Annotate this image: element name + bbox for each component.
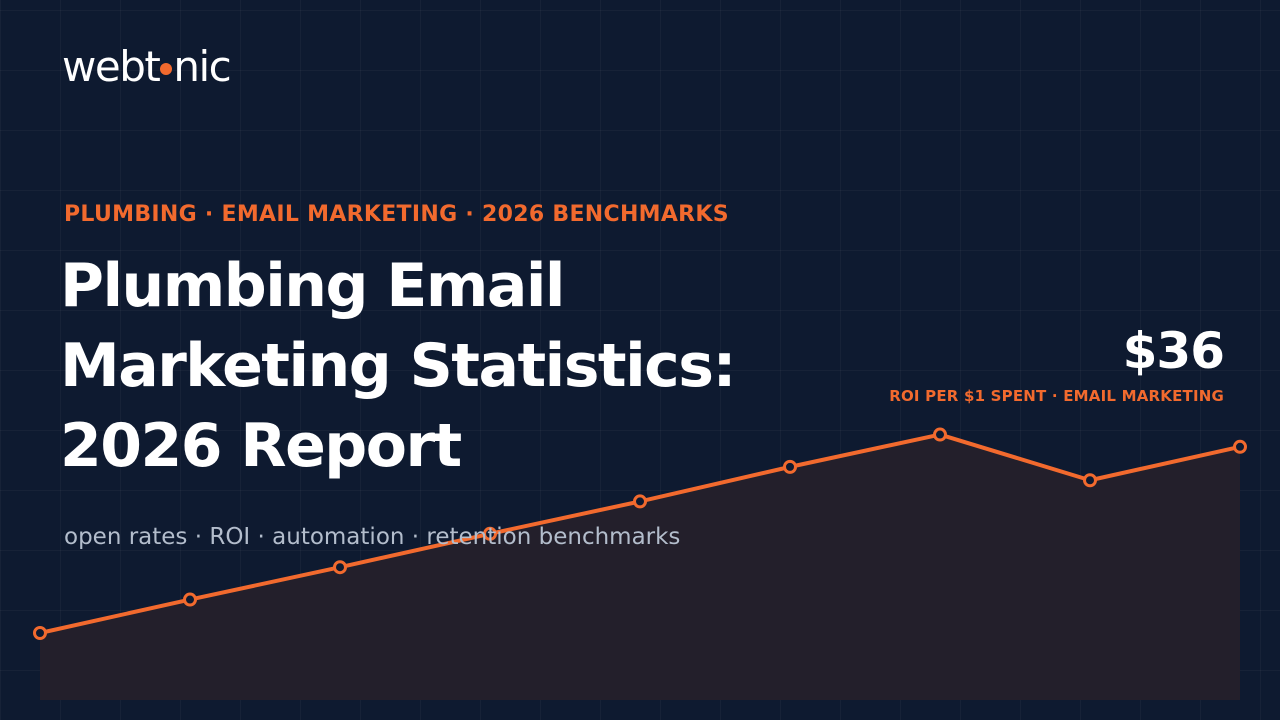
topics-subtitle: open rates · ROI · automation · retentio… bbox=[64, 524, 681, 550]
trend-point bbox=[33, 626, 47, 640]
roi-stat-label: ROI PER $1 SPENT · EMAIL MARKETING bbox=[889, 387, 1224, 405]
trend-area bbox=[40, 434, 1240, 700]
trend-point bbox=[483, 526, 497, 541]
trend-point bbox=[183, 592, 197, 607]
trend-point bbox=[783, 459, 797, 474]
trend-point bbox=[933, 427, 947, 442]
logo-text-start: webt bbox=[62, 42, 161, 91]
trend-point bbox=[1233, 439, 1247, 454]
logo-dot-icon bbox=[160, 63, 173, 75]
trend-point bbox=[333, 560, 347, 575]
title-line: Marketing Statistics: bbox=[60, 331, 736, 401]
title-line: 2026 Report bbox=[60, 411, 462, 481]
category-kicker: PLUMBING · EMAIL MARKETING · 2026 BENCHM… bbox=[64, 202, 729, 227]
webtonic-logo[interactable]: webt nic bbox=[62, 46, 232, 88]
logo-text-end: nic bbox=[173, 42, 231, 91]
title-line: Plumbing Email bbox=[60, 251, 565, 321]
roi-stat-value: $36 bbox=[1122, 322, 1225, 380]
page-title: Plumbing Email Marketing Statistics: 202… bbox=[60, 246, 820, 486]
trend-point bbox=[633, 494, 647, 509]
trend-point bbox=[1083, 473, 1097, 488]
